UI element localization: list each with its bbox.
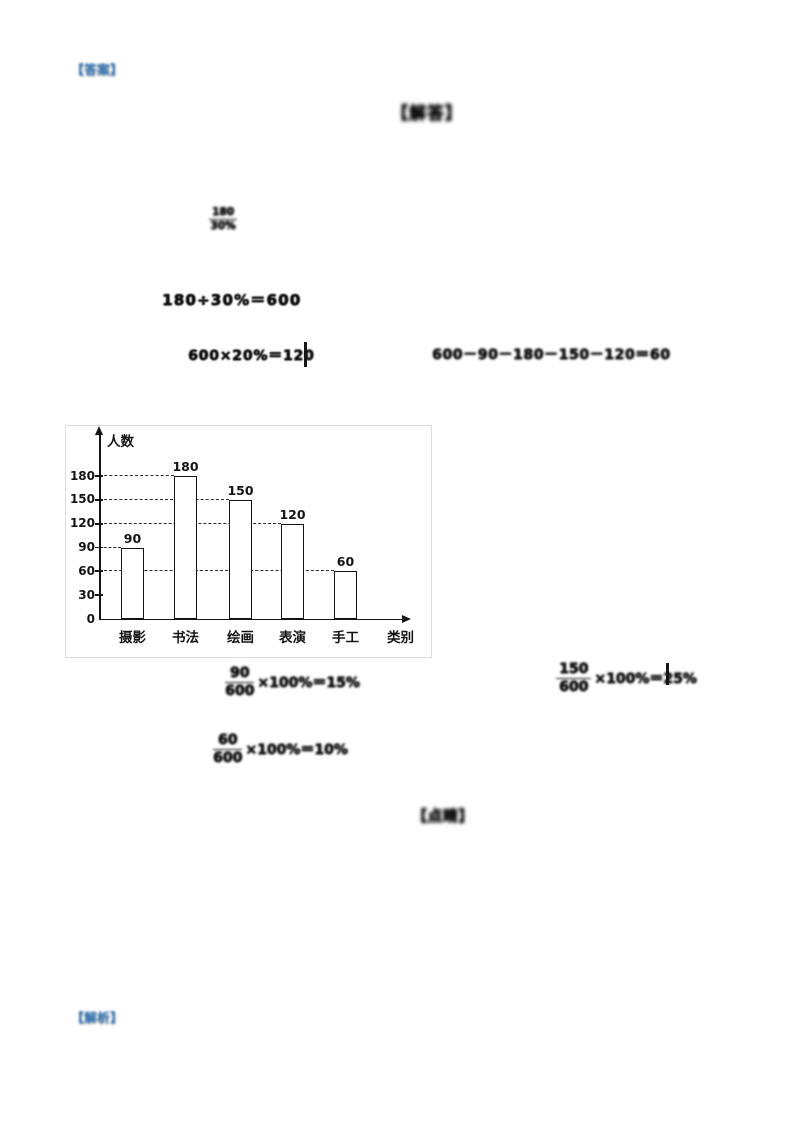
text-cursor-artifact-2	[666, 663, 669, 685]
y-tick-mark	[95, 546, 103, 549]
fraction-handcraft-numerator: 60	[213, 733, 243, 750]
bar-value-label: 150	[227, 482, 254, 498]
bar-value-label: 180	[172, 459, 199, 474]
equation-performance: 600×20%＝120	[188, 348, 315, 364]
y-tick-label: 150	[69, 492, 95, 507]
fraction-handcraft: 60 600	[213, 733, 243, 766]
bar-摄影	[121, 547, 144, 619]
percentage-painting: 150 600 ×100%＝25%	[556, 662, 697, 694]
dashed-guide-line	[99, 475, 174, 477]
category-label: 表演	[279, 630, 306, 646]
percentage-photography: 90 600 ×100%＝15%	[225, 666, 360, 698]
analysis-label: 【解析】	[71, 1010, 124, 1025]
fraction-photography-numerator: 90	[225, 666, 255, 683]
bar-表演	[281, 523, 304, 619]
note-fraction: 180 30%	[209, 206, 237, 233]
note-fraction-numerator: 180	[209, 206, 237, 221]
percentage-handcraft-rest: ×100%＝10%	[245, 742, 348, 759]
x-axis-label: 类别	[387, 630, 414, 646]
dashed-guide-line	[99, 546, 121, 548]
fraction-painting: 150 600	[556, 662, 592, 695]
bar-手工	[334, 571, 357, 619]
y-tick-mark	[95, 498, 103, 501]
y-tick-label: 30	[78, 587, 95, 602]
bar-书法	[174, 476, 197, 619]
y-tick-mark	[95, 522, 103, 525]
y-tick-label: 120	[69, 516, 95, 531]
tips-label: 【点睛】	[412, 807, 475, 825]
y-axis-arrow-icon	[95, 426, 104, 435]
x-axis-arrow-icon	[402, 614, 411, 623]
category-label: 书法	[172, 630, 199, 646]
fraction-photography-denominator: 600	[225, 682, 255, 699]
y-tick-label: 0	[86, 611, 95, 626]
x-axis-line	[99, 618, 404, 621]
y-tick-label: 90	[78, 540, 95, 554]
category-label: 手工	[332, 630, 359, 646]
answer-label: 【答案】	[71, 62, 124, 77]
y-tick-mark	[95, 475, 103, 477]
equation-handcraft: 600－90－180－150－120＝60	[432, 347, 671, 363]
fraction-photography: 90 600	[225, 666, 255, 699]
text-cursor-artifact	[304, 342, 307, 367]
dashed-guide-line	[99, 498, 229, 500]
y-tick-mark	[95, 570, 103, 573]
fraction-painting-denominator: 600	[559, 678, 589, 695]
category-label: 摄影	[119, 630, 146, 646]
percentage-handcraft: 60 600 ×100%＝10%	[213, 733, 348, 765]
dashed-guide-line	[99, 570, 334, 572]
y-tick-mark	[95, 594, 103, 596]
y-tick-label: 180	[69, 468, 95, 483]
bar-value-label: 90	[123, 530, 142, 546]
note-fraction-denominator: 30%	[210, 220, 236, 233]
category-label: 绘画	[227, 630, 254, 646]
section-title: 【解答】	[391, 104, 463, 124]
bar-value-label: 60	[336, 554, 355, 570]
fraction-handcraft-denominator: 600	[213, 749, 243, 766]
bar-绘画	[229, 499, 252, 619]
fraction-painting-numerator: 150	[556, 662, 592, 679]
percentage-photography-rest: ×100%＝15%	[257, 675, 360, 692]
y-axis-label: 人数	[107, 434, 134, 450]
equation-total: 180÷30%＝600	[162, 291, 302, 309]
note-fraction-stack: 180 30%	[209, 206, 237, 233]
bar-chart: 人数类别 0 30 60 90 120 150 180 90 摄影 180 书法 150 绘画 120 表演 6…	[65, 425, 432, 658]
percentage-painting-rest: ×100%＝25%	[594, 671, 697, 688]
y-axis-line	[99, 434, 101, 620]
bar-value-label: 120	[279, 506, 306, 522]
y-tick-label: 60	[78, 563, 95, 578]
